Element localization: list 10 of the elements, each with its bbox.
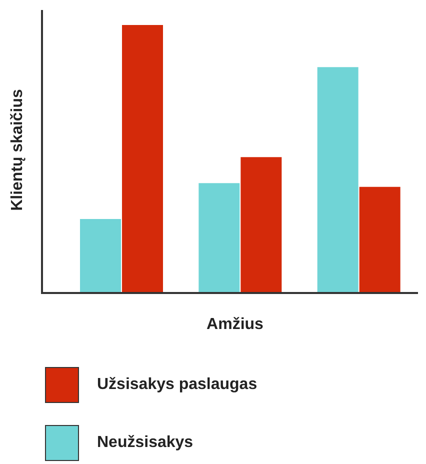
bar [317,67,358,293]
legend-label: Užsisakys paslaugas [97,376,258,394]
x-axis-title: Amžius [206,316,264,334]
bar [198,183,240,293]
bar [359,186,400,293]
legend-label: Neužsisakys [97,434,194,452]
bar [240,157,282,293]
bar [122,25,163,293]
y-axis-title: Klientų skaičius [9,89,27,211]
bar [80,219,121,293]
